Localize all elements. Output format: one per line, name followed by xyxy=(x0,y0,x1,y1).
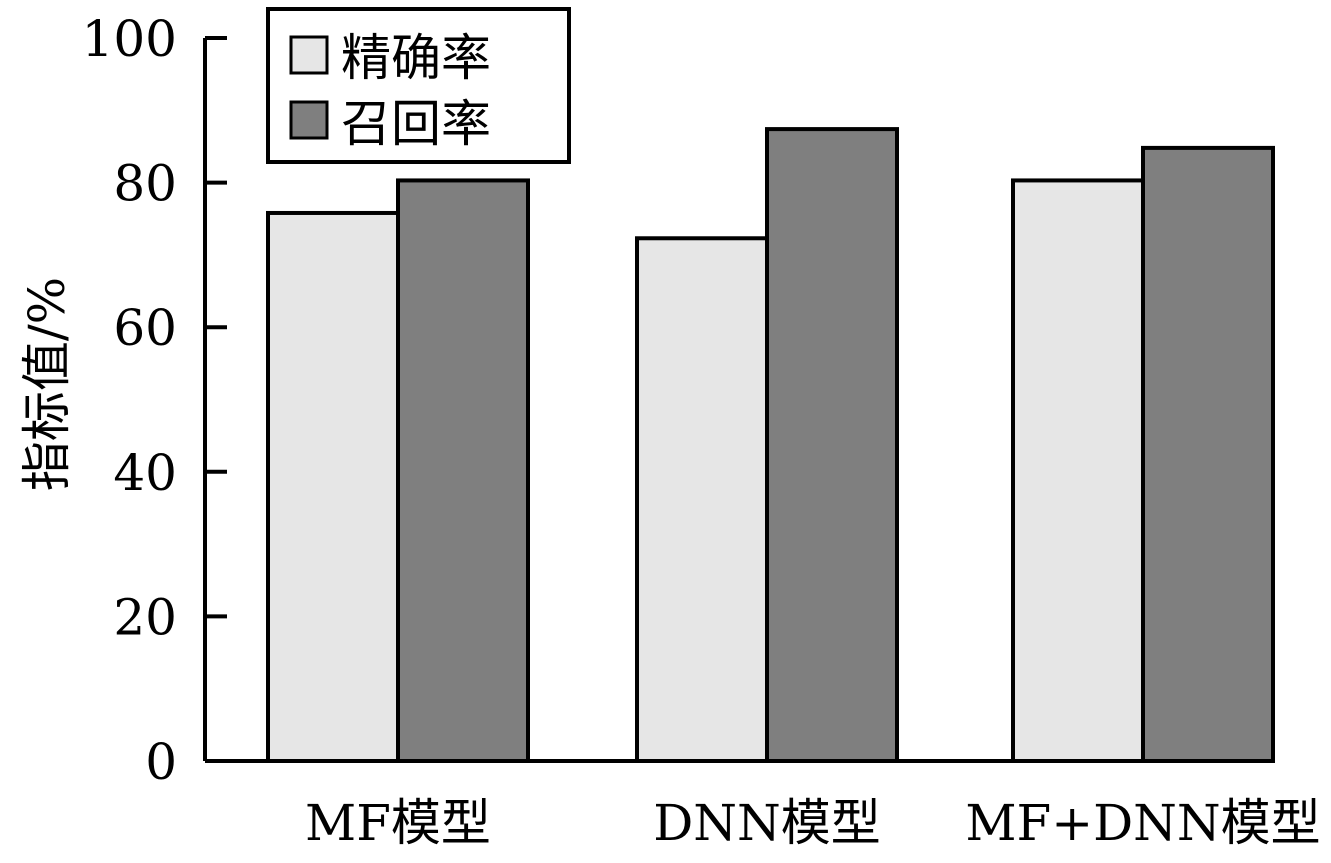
bar-precision xyxy=(635,236,769,763)
y-axis-ticks: 0 20 40 60 80 100 xyxy=(82,10,227,791)
legend-swatch-precision xyxy=(289,35,329,75)
bar-precision xyxy=(1011,178,1145,763)
bar-precision xyxy=(266,210,400,763)
y-axis-label: 指标值/% xyxy=(18,277,76,491)
y-tick-label: 0 xyxy=(145,733,177,791)
bar-recall xyxy=(1141,145,1275,763)
y-tick-label: 20 xyxy=(113,588,177,646)
y-tick-label: 40 xyxy=(113,444,177,502)
y-tick-label: 80 xyxy=(113,155,177,213)
x-axis-tick-labels: MF模型 DNN模型 MF+DNN模型 xyxy=(305,794,1321,852)
legend-label-recall: 召回率 xyxy=(341,95,491,153)
x-tick-label: DNN模型 xyxy=(653,794,881,852)
legend-label-precision: 精确率 xyxy=(341,29,491,87)
legend-swatch-recall xyxy=(289,100,329,140)
bar-recall xyxy=(396,178,530,763)
axes xyxy=(203,38,1275,763)
bar-recall xyxy=(765,127,899,763)
y-tick-label: 60 xyxy=(113,299,177,357)
y-tick-label: 100 xyxy=(82,10,177,68)
x-tick-label: MF+DNN模型 xyxy=(965,794,1320,852)
legend: 精确率 召回率 xyxy=(266,7,571,164)
bars xyxy=(266,127,1275,763)
x-tick-label: MF模型 xyxy=(305,794,491,852)
